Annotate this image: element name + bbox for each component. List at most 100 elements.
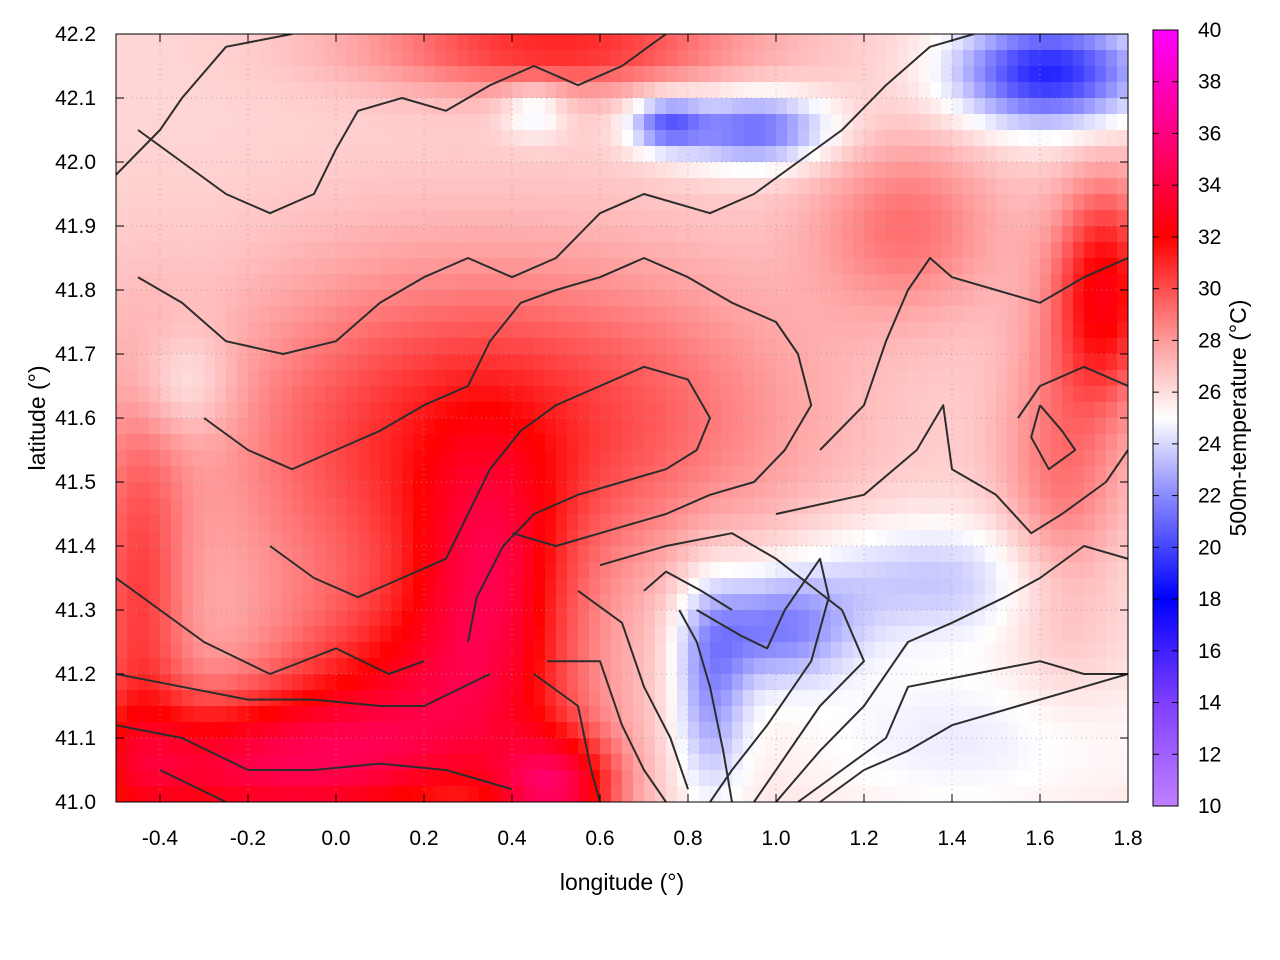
heatmap-cell (1084, 626, 1096, 643)
heatmap-cell (369, 706, 381, 723)
heatmap-cell (875, 114, 887, 131)
heatmap-cell (721, 98, 733, 115)
heatmap-cell (699, 578, 711, 595)
heatmap-cell (534, 546, 546, 563)
heatmap-cell (358, 178, 370, 195)
heatmap-cell (666, 722, 678, 739)
heatmap-cell (171, 482, 183, 499)
heatmap-cell (842, 594, 854, 611)
heatmap-cell (721, 690, 733, 707)
heatmap-cell (1051, 690, 1063, 707)
heatmap-cell (479, 482, 491, 499)
heatmap-cell (1106, 530, 1118, 547)
heatmap-cell (270, 98, 282, 115)
heatmap-cell (281, 210, 293, 227)
heatmap-cell (127, 402, 139, 419)
heatmap-cell (281, 50, 293, 67)
heatmap-cell (963, 306, 975, 323)
heatmap-cell (512, 626, 524, 643)
heatmap-cell (578, 98, 590, 115)
heatmap-cell (1117, 162, 1128, 179)
heatmap-cell (435, 786, 447, 802)
heatmap-cell (930, 482, 942, 499)
heatmap-cell (292, 754, 304, 771)
heatmap-cell (963, 738, 975, 755)
heatmap-cell (380, 34, 392, 51)
heatmap-cell (798, 114, 810, 131)
heatmap-cell (490, 258, 502, 275)
heatmap-cell (842, 738, 854, 755)
heatmap-cell (677, 162, 689, 179)
heatmap-cell (633, 482, 645, 499)
heatmap-cell (325, 434, 337, 451)
heatmap-cell (1117, 178, 1128, 195)
heatmap-cell (974, 226, 986, 243)
heatmap-cell (677, 98, 689, 115)
heatmap-cell (567, 290, 579, 307)
heatmap-cell (226, 594, 238, 611)
heatmap-cell (996, 706, 1008, 723)
heatmap-cell (941, 178, 953, 195)
heatmap-cell (248, 642, 260, 659)
heatmap-cell (193, 210, 205, 227)
heatmap-cell (864, 98, 876, 115)
heatmap-cell (1095, 658, 1107, 675)
heatmap-cell (226, 338, 238, 355)
heatmap-cell (457, 786, 469, 802)
heatmap-cell (710, 722, 722, 739)
heatmap-cell (787, 722, 799, 739)
colorbar-tick-label: 16 (1198, 640, 1221, 663)
heatmap-cell (457, 258, 469, 275)
heatmap-cell (160, 178, 172, 195)
heatmap-cell (633, 66, 645, 83)
heatmap-cell (556, 578, 568, 595)
heatmap-cell (930, 642, 942, 659)
heatmap-cell (171, 34, 183, 51)
heatmap-cell (875, 306, 887, 323)
heatmap-cell (996, 34, 1008, 51)
heatmap-cell (369, 354, 381, 371)
heatmap-cell (193, 562, 205, 579)
heatmap-cell (149, 562, 161, 579)
heatmap-cell (292, 770, 304, 787)
heatmap-cell (842, 434, 854, 451)
heatmap-cell (479, 386, 491, 403)
heatmap-cell (677, 562, 689, 579)
heatmap-cell (655, 354, 667, 371)
heatmap-cell (556, 610, 568, 627)
heatmap-cell (127, 690, 139, 707)
heatmap-cell (688, 754, 700, 771)
heatmap-cell (259, 130, 271, 147)
heatmap-cell (446, 274, 458, 291)
heatmap-cell (941, 322, 953, 339)
heatmap-cell (886, 706, 898, 723)
heatmap-cell (149, 34, 161, 51)
heatmap-cell (512, 98, 524, 115)
heatmap-cell (391, 754, 403, 771)
heatmap-cell (622, 418, 634, 435)
heatmap-cell (182, 322, 194, 339)
heatmap-cell (292, 66, 304, 83)
heatmap-cell (138, 274, 150, 291)
heatmap-cell (281, 594, 293, 611)
heatmap-cell (424, 210, 436, 227)
heatmap-cell (512, 690, 524, 707)
heatmap-cell (787, 34, 799, 51)
heatmap-cell (875, 226, 887, 243)
heatmap-cell (1095, 418, 1107, 435)
heatmap-cell (1117, 50, 1128, 67)
heatmap-cell (622, 210, 634, 227)
heatmap-cell (303, 482, 315, 499)
heatmap-cell (743, 370, 755, 387)
heatmap-cell (347, 514, 359, 531)
heatmap-cell (490, 210, 502, 227)
heatmap-cell (215, 66, 227, 83)
heatmap-cell (897, 418, 909, 435)
heatmap-cell (886, 210, 898, 227)
heatmap-cell (248, 258, 260, 275)
heatmap-cell (688, 210, 700, 227)
heatmap-cell (402, 466, 414, 483)
heatmap-cell (633, 370, 645, 387)
heatmap-cell (512, 546, 524, 563)
heatmap-cell (325, 98, 337, 115)
